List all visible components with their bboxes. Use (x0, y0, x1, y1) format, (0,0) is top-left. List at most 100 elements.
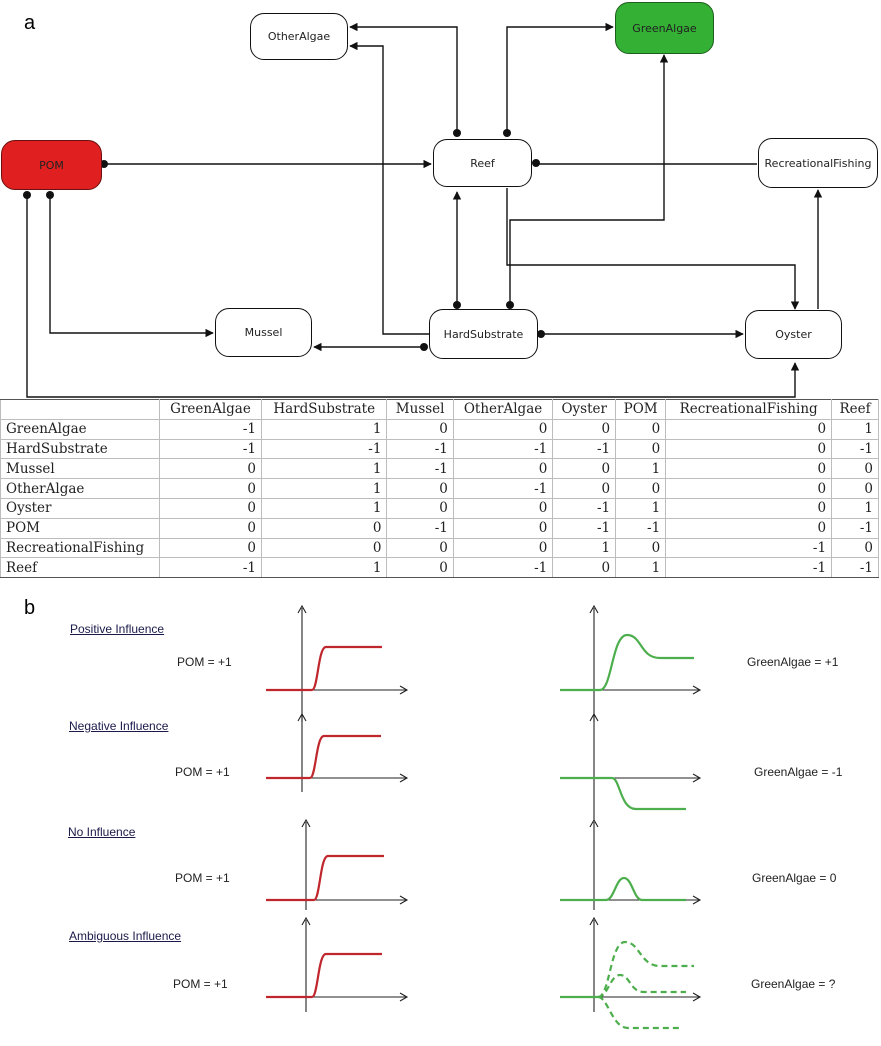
table-cell: -1 (452, 438, 554, 460)
table-cell: -1 (260, 438, 388, 460)
table-cell: 0 (159, 458, 262, 480)
table-cell: 0 (831, 458, 879, 480)
axis-input-4 (266, 920, 406, 1012)
table-row: Oyster 0 1 0 0 -1 1 0 1 (0, 497, 879, 519)
table-cell: 0 (452, 418, 554, 440)
col-header: POM (615, 399, 667, 420)
table-row: RecreationalFishing 0 0 0 0 1 0 -1 0 (0, 537, 879, 559)
row-header: RecreationalFishing (0, 537, 160, 559)
table-cell: 0 (615, 478, 667, 499)
table-cell: -1 (386, 458, 454, 480)
col-header: RecreationalFishing (665, 399, 833, 420)
table-header-row: GreenAlgae HardSubstrate Mussel OtherAlg… (0, 399, 879, 420)
community-matrix-table: GreenAlgae HardSubstrate Mussel OtherAlg… (0, 399, 879, 579)
col-header: OtherAlgae (452, 399, 554, 420)
table-cell: 0 (665, 458, 833, 480)
table-cell: -1 (159, 438, 262, 460)
table-cell: 0 (452, 517, 554, 539)
influence-title-none: No Influence (68, 825, 136, 839)
axis-output-2 (560, 716, 699, 820)
node-other-algae: OtherAlgae (250, 13, 348, 60)
table-row: OtherAlgae 0 1 0 -1 0 0 0 0 (0, 478, 879, 499)
table-cell: 0 (260, 537, 388, 559)
axis-input-3 (266, 822, 406, 910)
input-step-curve-2 (266, 734, 381, 780)
row-header: HardSubstrate (0, 438, 160, 460)
edge-reef-otheralgae (349, 22, 458, 132)
edge-pom-mussel (49, 194, 214, 338)
table-cell: 0 (831, 478, 879, 499)
table-row: GreenAlgae -1 1 0 0 0 0 0 1 (0, 418, 879, 440)
col-header: Mussel (386, 399, 454, 420)
influence-input-label: POM = +1 (173, 977, 228, 991)
input-step-curve-3 (266, 854, 384, 902)
table-cell: 0 (452, 458, 554, 480)
table-cell: 0 (665, 517, 833, 539)
table-cell: -1 (159, 557, 262, 579)
table-cell: -1 (665, 537, 833, 559)
table-cell: 1 (615, 458, 667, 480)
row-header: POM (0, 517, 160, 539)
table-cell: -1 (615, 517, 667, 539)
table-cell: 1 (260, 458, 388, 480)
influence-title-positive: Positive Influence (70, 622, 165, 636)
table-cell: 1 (831, 497, 879, 519)
table-cell: 0 (159, 478, 262, 499)
table-cell: 0 (552, 478, 617, 499)
edge-hardsubstrate-otheralgae (349, 41, 429, 335)
influence-output-label: GreenAlgae = +1 (747, 655, 839, 669)
col-header: Oyster (552, 399, 617, 420)
table-cell: -1 (159, 418, 262, 440)
node-green-algae: GreenAlgae (615, 2, 714, 54)
table-cell: 0 (386, 497, 454, 519)
influence-input-label: POM = +1 (175, 871, 230, 885)
table-cell: -1 (831, 517, 879, 539)
col-header: GreenAlgae (159, 399, 262, 420)
table-cell: 0 (831, 537, 879, 559)
response-curve-none (560, 876, 686, 902)
table-cell: -1 (552, 438, 617, 460)
table-cell: -1 (452, 478, 554, 499)
edge-hardsubstrate-greenalgae (509, 54, 669, 302)
table-cell: 0 (665, 418, 833, 440)
edge-reef-oyster (506, 188, 800, 310)
influence-output-label: GreenAlgae = 0 (752, 871, 837, 885)
axis-output-1 (560, 608, 699, 722)
table-cell: -1 (386, 517, 454, 539)
row-header: OtherAlgae (0, 478, 160, 499)
edge-reef-greenalgae (506, 22, 614, 132)
table-row: Mussel 0 1 -1 0 0 1 0 0 (0, 458, 879, 480)
table-cell: -1 (552, 497, 617, 519)
response-curve-ambiguous-up (597, 940, 694, 999)
node-hard-substrate: HardSubstrate (429, 309, 538, 359)
row-header: Mussel (0, 458, 160, 480)
table-cell: 0 (386, 537, 454, 559)
influence-title-ambiguous: Ambiguous Influence (69, 929, 182, 943)
table-cell: 0 (615, 438, 667, 460)
influence-input-label: POM = +1 (175, 765, 230, 779)
panel-label-a: a (24, 12, 36, 34)
col-header: HardSubstrate (260, 399, 388, 420)
table-cell: 1 (260, 478, 388, 499)
table-row: POM 0 0 -1 0 -1 -1 0 -1 (0, 517, 879, 539)
influence-plots (266, 604, 702, 1030)
table-cell: 1 (260, 497, 388, 519)
axis-input-1 (266, 608, 406, 722)
table-cell: 0 (552, 458, 617, 480)
table-corner (0, 399, 160, 420)
table-cell: -1 (386, 438, 454, 460)
row-header: Reef (0, 557, 160, 579)
input-step-curve-1 (266, 645, 382, 692)
table-cell: 0 (159, 497, 262, 519)
table-cell: -1 (831, 438, 879, 460)
axis-input-2 (266, 716, 406, 792)
network-diagram (23, 22, 823, 398)
table-cell: -1 (452, 557, 554, 579)
response-curve-negative (560, 776, 686, 811)
table-cell: 0 (386, 418, 454, 440)
col-header: Reef (831, 399, 879, 420)
table-cell: 1 (260, 418, 388, 440)
table-cell: 0 (386, 557, 454, 579)
table-cell: 0 (665, 438, 833, 460)
table-row: HardSubstrate -1 -1 -1 -1 -1 0 0 -1 (0, 438, 879, 460)
